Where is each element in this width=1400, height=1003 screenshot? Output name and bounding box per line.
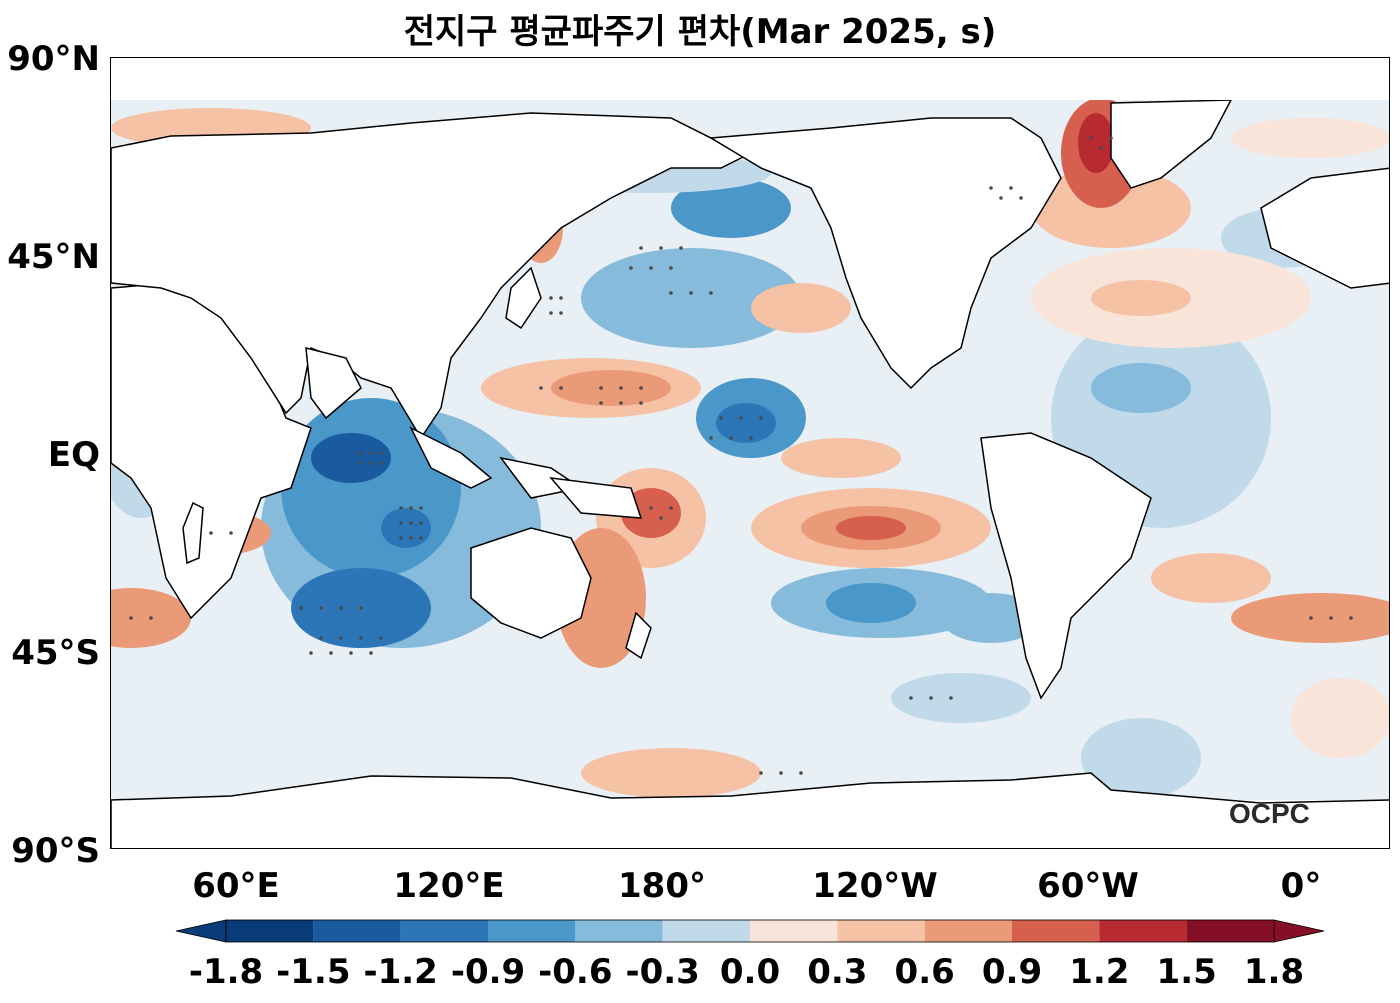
lon-label-120e: 120°E [393,866,505,906]
colorbar-tick-label: 0.9 [981,952,1043,992]
colorbar-tick-label: 1.5 [1156,952,1217,992]
map-panel: OCPC [110,57,1390,849]
colorbar-tick-label: -0.9 [450,952,526,992]
ocpc-logo: OCPC [1229,798,1310,829]
map-title: 전지구 평균파주기 편차(Mar 2025, s) [403,12,997,52]
new-guinea-outline [549,477,643,519]
colorbar-extend-low [175,919,227,943]
south-america-outline [980,432,1152,700]
colorbar-segment [313,920,401,942]
colorbar-segment [226,920,314,942]
lon-label-0: 0° [1280,866,1322,906]
colorbar-segment [1012,920,1100,942]
lat-label-eq: EQ [47,435,100,475]
lat-label-45n: 45°N [7,237,100,277]
colorbar-tick-label: 0.0 [719,952,781,992]
colorbar-tick-label: -1.2 [363,952,438,992]
land-masses [111,99,1389,848]
new-zealand-outline [625,611,652,660]
colorbar-tick-label: 1.8 [1243,952,1305,992]
australia-outline [470,527,592,639]
colorbar-tick-label: -0.6 [538,952,613,992]
colorbar-segment [924,920,1012,942]
sumatra-outline [409,426,493,489]
colorbar-frame [225,919,1275,943]
lon-label-180: 180° [618,866,706,906]
lon-label-60e: 60°E [192,866,280,906]
colorbar-tick-label: -1.5 [276,952,351,992]
colorbar-tick-label: 0.6 [894,952,955,992]
colorbar-segment [575,920,663,942]
colorbar-segment [1099,920,1187,942]
colorbar-tick-label: -0.3 [625,952,700,992]
ocpc-logo-text: OCPC [1229,798,1310,829]
map-svg: OCPC [111,58,1389,848]
significance-stipple [129,136,1353,775]
colorbar-tick-label: -1.8 [188,952,264,992]
colorbar-segment [662,920,750,942]
lat-label-90n: 90°N [7,39,100,79]
colorbar-segment [750,920,838,942]
lon-label-120w: 120°W [812,866,938,906]
colorbar-segment [400,920,488,942]
colorbar-segment [837,920,925,942]
lon-label-60w: 60°W [1037,866,1139,906]
north-america-outline [708,117,1062,390]
india-outline [305,347,362,420]
europe-outline [1260,167,1389,289]
eurasia-outline [111,112,753,440]
colorbar-segment [1186,920,1274,942]
antarctica-outline [111,772,1389,848]
lat-label-90s: 90°S [11,831,100,871]
arctic-no-data [111,58,1389,100]
colorbar-extend-high [1273,919,1325,943]
colorbar-tick-label: 0.3 [807,952,868,992]
japan-outline [505,266,542,330]
lat-label-45s: 45°S [11,633,100,673]
colorbar-segment [488,920,576,942]
colorbar-tick-label: 1.2 [1069,952,1130,992]
colorbar [175,919,1325,943]
madagascar-outline [182,501,204,565]
